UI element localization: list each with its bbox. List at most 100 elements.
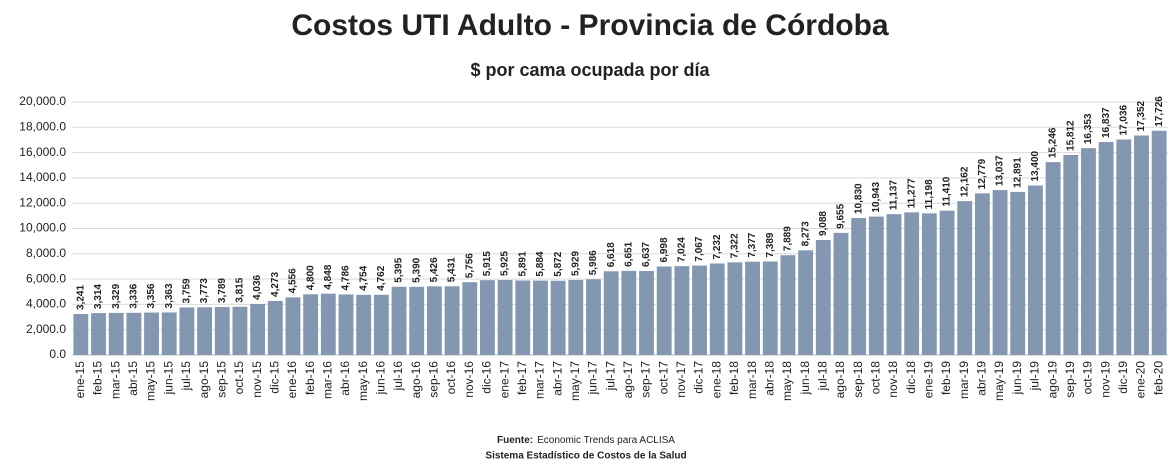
bar bbox=[444, 286, 460, 355]
data-label: 15,812 bbox=[1065, 120, 1076, 151]
bar bbox=[497, 280, 513, 355]
bar bbox=[992, 190, 1008, 355]
x-tick-label: nov-15 bbox=[250, 361, 264, 398]
bar bbox=[762, 261, 778, 355]
y-tick-label: 0.0 bbox=[49, 347, 66, 361]
data-label: 5,872 bbox=[553, 251, 564, 276]
bar bbox=[921, 213, 937, 355]
data-label: 4,848 bbox=[323, 264, 334, 289]
data-label: 4,754 bbox=[358, 265, 369, 290]
x-tick-label: jul-19 bbox=[1028, 361, 1042, 392]
data-label: 7,322 bbox=[730, 233, 741, 258]
x-tick-label: jul-17 bbox=[603, 361, 617, 392]
bar bbox=[391, 286, 407, 355]
x-tick-label: sep-17 bbox=[639, 361, 653, 398]
bar bbox=[356, 294, 372, 355]
data-label: 11,277 bbox=[906, 178, 917, 208]
data-label: 5,431 bbox=[447, 257, 458, 282]
source-label: Fuente: bbox=[497, 435, 533, 446]
data-label: 6,637 bbox=[641, 242, 652, 267]
x-tick-label: ene-20 bbox=[1134, 361, 1148, 399]
x-tick-label: may-19 bbox=[992, 361, 1006, 401]
y-tick-label: 14,000.0 bbox=[19, 170, 66, 184]
x-tick-label: oct-17 bbox=[656, 361, 670, 395]
x-tick-label: ene-18 bbox=[709, 361, 723, 399]
y-tick-label: 8,000.0 bbox=[26, 246, 66, 260]
x-tick-label: ene-15 bbox=[73, 361, 87, 399]
bar bbox=[603, 271, 619, 355]
x-tick-label: dic-17 bbox=[692, 361, 706, 394]
data-label: 4,036 bbox=[252, 274, 263, 299]
bar bbox=[73, 314, 89, 355]
bar bbox=[214, 307, 230, 355]
bar bbox=[515, 280, 531, 355]
x-tick-label: ago-19 bbox=[1045, 361, 1059, 399]
bar bbox=[868, 216, 884, 355]
x-tick-label: oct-16 bbox=[444, 361, 458, 395]
bar bbox=[232, 306, 248, 355]
data-label: 3,314 bbox=[93, 284, 104, 309]
x-tick-label: oct-19 bbox=[1081, 361, 1095, 395]
data-label: 3,336 bbox=[129, 283, 140, 308]
bar bbox=[974, 193, 990, 355]
data-label: 11,198 bbox=[924, 179, 935, 209]
data-label: 5,390 bbox=[411, 257, 422, 282]
data-label: 7,067 bbox=[694, 236, 705, 261]
bar bbox=[1098, 142, 1114, 355]
data-label: 4,762 bbox=[376, 265, 387, 290]
x-tick-label: feb-16 bbox=[303, 361, 317, 395]
data-label: 11,137 bbox=[889, 180, 900, 210]
bar bbox=[745, 261, 761, 355]
bar bbox=[886, 214, 902, 355]
y-tick-label: 6,000.0 bbox=[26, 271, 66, 285]
x-tick-label: feb-20 bbox=[1151, 361, 1165, 395]
bar bbox=[285, 297, 301, 355]
x-tick-label: jun-19 bbox=[1010, 361, 1024, 396]
bar bbox=[639, 271, 654, 355]
x-tick-label: dic-15 bbox=[267, 361, 281, 394]
y-tick-label: 20,000.0 bbox=[19, 94, 66, 108]
data-label: 13,400 bbox=[1030, 150, 1041, 181]
data-label: 10,943 bbox=[871, 182, 882, 213]
data-label: 7,024 bbox=[677, 237, 688, 262]
bar bbox=[161, 312, 177, 355]
data-label: 6,998 bbox=[659, 237, 670, 262]
x-tick-label: dic-19 bbox=[1116, 361, 1130, 394]
bar bbox=[674, 266, 690, 355]
bar bbox=[250, 303, 266, 355]
x-tick-label: feb-17 bbox=[515, 361, 529, 395]
bar bbox=[727, 262, 743, 355]
data-label: 6,618 bbox=[606, 242, 617, 267]
data-label: 3,773 bbox=[199, 278, 210, 303]
source: Fuente: Economic Trends para ACLISA bbox=[497, 435, 675, 446]
bar bbox=[144, 312, 159, 355]
x-tick-label: nov-18 bbox=[886, 361, 900, 398]
x-tick-label: abr-15 bbox=[126, 361, 140, 396]
x-tick-label: jun-17 bbox=[586, 361, 600, 396]
x-tick-label: feb-15 bbox=[91, 361, 105, 395]
x-tick-label: mar-19 bbox=[957, 361, 971, 399]
x-tick-label: ene-17 bbox=[497, 361, 511, 399]
bar bbox=[126, 312, 142, 355]
data-label: 6,651 bbox=[623, 241, 634, 266]
data-label: 3,363 bbox=[164, 283, 175, 308]
data-label: 3,789 bbox=[217, 278, 228, 303]
data-label: 17,726 bbox=[1154, 96, 1165, 127]
bar bbox=[939, 210, 955, 355]
x-tick-label: abr-19 bbox=[975, 361, 989, 396]
data-label: 7,232 bbox=[712, 234, 723, 259]
bar bbox=[179, 307, 195, 355]
x-tick-label: jul-15 bbox=[179, 361, 193, 392]
bar bbox=[267, 300, 283, 355]
data-label: 10,830 bbox=[853, 183, 864, 214]
x-tick-label: may-17 bbox=[568, 361, 582, 401]
data-label: 12,891 bbox=[1012, 157, 1023, 188]
x-tick-label: abr-18 bbox=[762, 361, 776, 396]
y-tick-label: 4,000.0 bbox=[26, 297, 66, 311]
data-label: 7,389 bbox=[765, 232, 776, 257]
bar bbox=[1116, 139, 1132, 355]
x-tick-label: sep-19 bbox=[1063, 361, 1077, 398]
bar bbox=[1027, 185, 1043, 355]
bar bbox=[568, 279, 584, 355]
